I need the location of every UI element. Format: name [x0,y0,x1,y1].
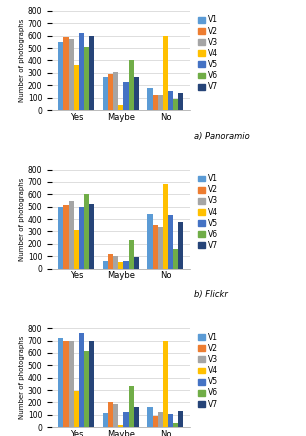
Bar [74,392,79,427]
Bar [158,412,163,427]
Bar [84,194,89,269]
Bar [84,351,89,427]
Bar [134,77,139,110]
Bar [178,411,184,427]
Bar [118,425,123,427]
Bar [113,404,118,427]
Bar [134,257,139,269]
Bar [123,82,129,110]
Bar [147,214,153,269]
Bar [129,386,134,427]
Y-axis label: Number of photographs: Number of photographs [19,336,25,419]
Bar [158,227,163,269]
Bar [79,207,84,269]
Bar [129,61,134,110]
Bar [147,89,153,110]
Bar [103,413,108,427]
Bar [69,39,74,110]
Text: b) Flickr: b) Flickr [194,290,228,300]
Bar [113,255,118,269]
Bar [118,105,123,110]
Bar [79,333,84,427]
Bar [63,37,69,110]
Y-axis label: Number of photographs: Number of photographs [19,177,25,261]
Bar [69,201,74,269]
Bar [63,205,69,269]
Bar [58,338,63,427]
Bar [163,36,168,110]
Bar [147,408,153,427]
Bar [108,74,113,110]
Bar [103,77,108,110]
Bar [89,36,94,110]
Bar [129,240,134,269]
Bar [153,95,158,110]
Bar [178,222,184,269]
Bar [79,33,84,110]
Bar [158,95,163,110]
Bar [63,341,69,427]
Bar [58,207,63,269]
Bar [69,341,74,427]
Bar [173,249,178,269]
Bar [123,261,129,269]
Bar [163,184,168,269]
Bar [58,42,63,110]
Bar [168,414,173,427]
Bar [74,230,79,269]
Bar [173,99,178,110]
Bar [168,91,173,110]
Bar [168,215,173,269]
Bar [173,423,178,427]
Legend: V1, V2, V3, V4, V5, V6, V7: V1, V2, V3, V4, V5, V6, V7 [198,332,218,409]
Bar [118,262,123,269]
Bar [103,261,108,269]
Bar [74,65,79,110]
Y-axis label: Number of photographs: Number of photographs [19,19,25,102]
Bar [134,407,139,427]
Bar [178,93,184,110]
Text: a) Panoramio: a) Panoramio [194,132,250,141]
Bar [89,204,94,269]
Bar [108,402,113,427]
Bar [153,225,158,269]
Legend: V1, V2, V3, V4, V5, V6, V7: V1, V2, V3, V4, V5, V6, V7 [198,174,218,251]
Bar [89,341,94,427]
Bar [84,47,89,110]
Bar [163,341,168,427]
Bar [153,416,158,427]
Bar [108,254,113,269]
Bar [113,72,118,110]
Legend: V1, V2, V3, V4, V5, V6, V7: V1, V2, V3, V4, V5, V6, V7 [198,15,218,92]
Bar [123,412,129,427]
